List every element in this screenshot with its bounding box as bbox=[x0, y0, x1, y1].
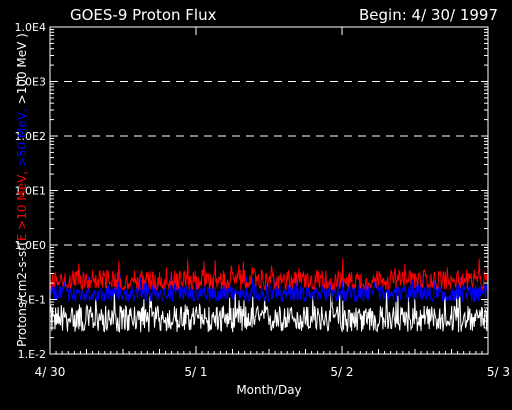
y-tick-label: 1.0E0 bbox=[15, 239, 46, 252]
y-tick-label: 1.0E3 bbox=[15, 76, 46, 89]
x-axis: 4/ 30 5/ 1 5/ 2 5/ 3 bbox=[35, 27, 510, 379]
series-line-100-mev bbox=[49, 290, 489, 333]
x-tick-label: 4/ 30 bbox=[35, 365, 66, 379]
series-line-50-mev bbox=[49, 273, 489, 303]
x-axis-label: Month/Day bbox=[236, 383, 301, 397]
chart-title: GOES-9 Proton Flux bbox=[70, 6, 217, 24]
y-tick-label: 1.0E4 bbox=[15, 21, 46, 34]
x-tick-label: 5/ 2 bbox=[330, 365, 353, 379]
y-tick-label: 1.0E2 bbox=[15, 130, 46, 143]
y-tick-label: 1.0E1 bbox=[15, 185, 46, 198]
x-tick-label: 5/ 3 bbox=[487, 365, 510, 379]
series-group bbox=[49, 258, 489, 333]
y-axis: 1.0E4 1.0E3 1.0E2 1.0E1 1.0E0 1.E-1 1.E-2 bbox=[15, 21, 488, 361]
series-line-e-10-mev bbox=[49, 258, 489, 292]
y-axis-label: Protons/cm2-s-sr(E >10 MeV, >50 MeV, >10… bbox=[15, 33, 29, 347]
y-tick-label: 1.E-1 bbox=[18, 294, 46, 307]
grid-lines bbox=[50, 81, 488, 246]
y-tick-label: 1.E-2 bbox=[18, 348, 46, 361]
chart-subtitle: Begin: 4/ 30/ 1997 bbox=[359, 6, 498, 24]
x-tick-label: 5/ 1 bbox=[184, 365, 207, 379]
